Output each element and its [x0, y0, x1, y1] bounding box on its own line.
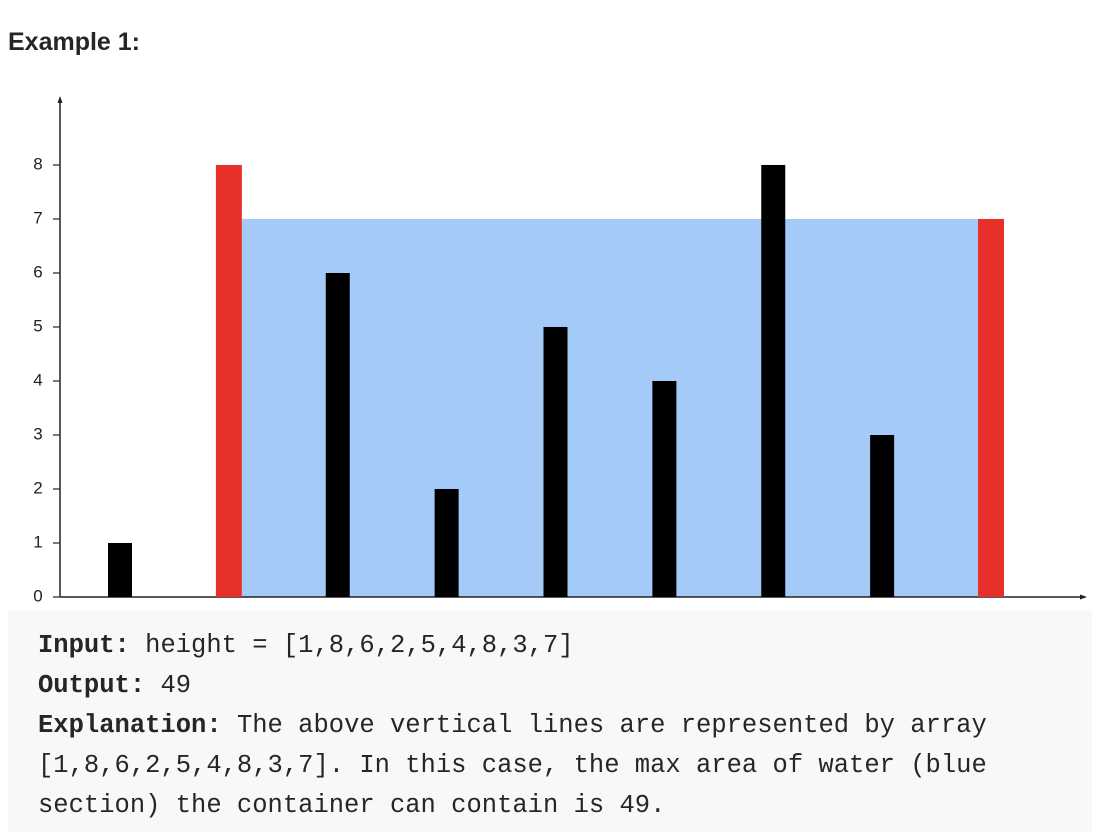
y-tick-label: 7: [33, 208, 42, 227]
code-text: Input: height = [1,8,6,2,5,4,8,3,7] Outp…: [38, 626, 1028, 826]
chart: 0 1 2 3 4 5 6 7 8: [33, 96, 1087, 605]
explanation-text: The above vertical lines are represented…: [38, 711, 1003, 820]
bar: [434, 488, 459, 597]
y-tick-label: 1: [33, 532, 42, 551]
bar: [870, 434, 895, 597]
input-label: Input:: [38, 631, 130, 660]
input-value: height = [1,8,6,2,5,4,8,3,7]: [145, 631, 574, 660]
bar: [978, 218, 1004, 597]
output-label: Output:: [38, 671, 146, 700]
bar: [761, 164, 786, 597]
y-tick-label: 5: [33, 316, 42, 335]
x-axis-arrow: [1080, 594, 1087, 600]
bar: [325, 272, 350, 597]
code-block: Input: height = [1,8,6,2,5,4,8,3,7] Outp…: [8, 610, 1092, 832]
y-tick-label: 4: [33, 370, 42, 389]
y-tick-label: 2: [33, 478, 42, 497]
y-axis-arrow: [57, 96, 63, 103]
y-tick-label: 3: [33, 424, 42, 443]
output-value: 49: [160, 671, 192, 700]
y-tick-label: 6: [33, 262, 42, 281]
y-tick-label: 8: [33, 154, 42, 173]
bar: [543, 326, 568, 597]
bar: [108, 542, 132, 597]
bar: [652, 380, 677, 597]
bar: [215, 164, 242, 597]
y-tick-label: 0: [33, 586, 42, 605]
example-heading: Example 1:: [8, 28, 141, 56]
water: [241, 218, 978, 597]
explanation-label: Explanation:: [38, 711, 222, 740]
